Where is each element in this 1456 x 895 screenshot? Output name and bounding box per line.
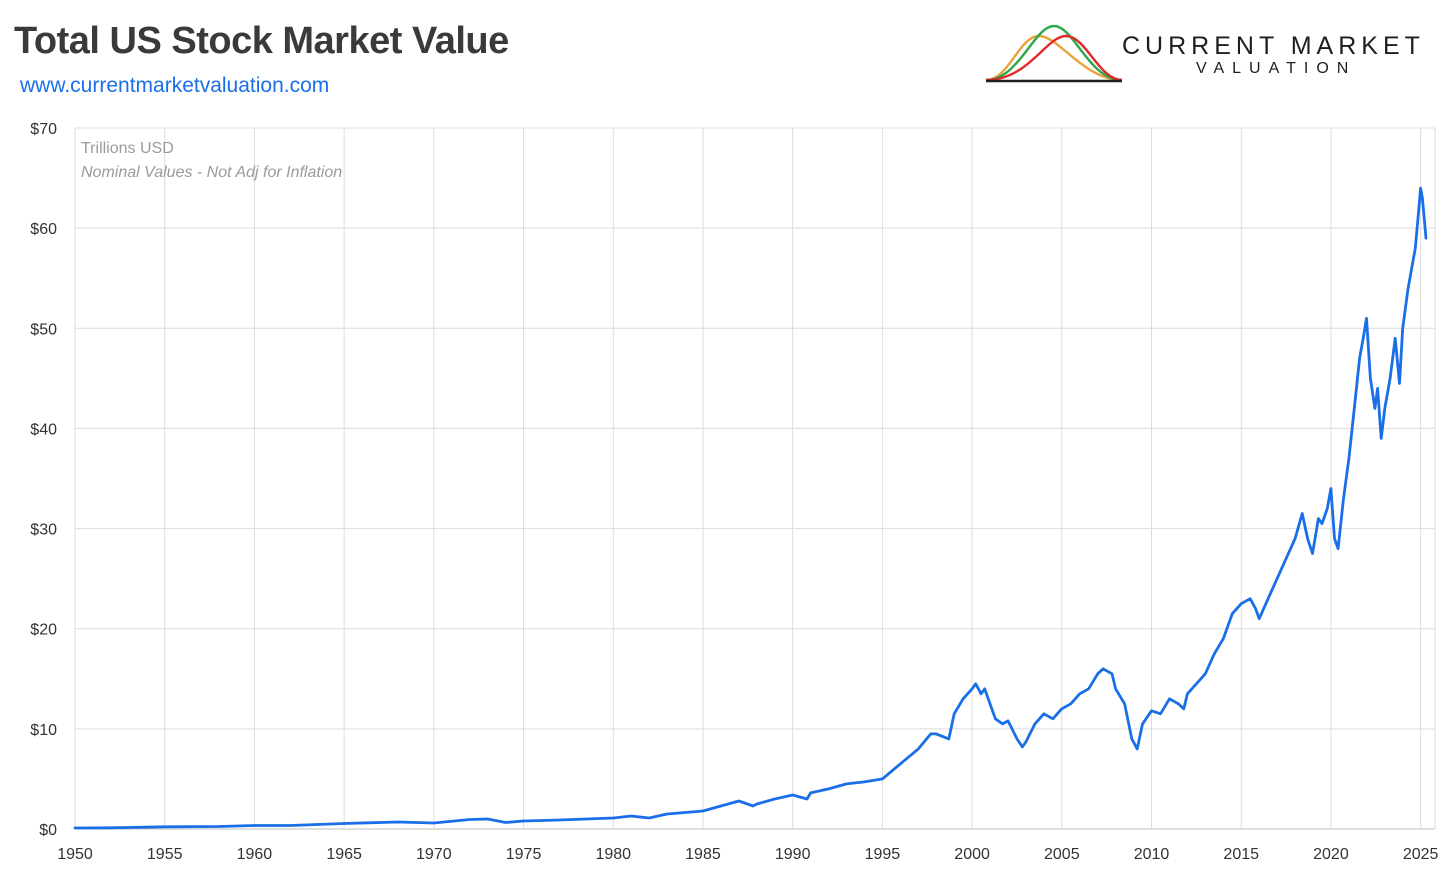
bell-curves-logo-icon xyxy=(985,24,1123,83)
x-tick-label: 1970 xyxy=(416,846,452,863)
x-tick-label: 1950 xyxy=(57,846,93,863)
x-axis-ticks: 1950 1955 1960 1965 1970 1975 1980 1985 1990 1995… xyxy=(57,846,1438,863)
logo-text-primary: CURRENT MARKET xyxy=(1122,32,1425,60)
x-tick-label: 1975 xyxy=(506,846,542,863)
x-tick-label: 2005 xyxy=(1044,846,1080,863)
y-axis-ticks: $0 $10 $20 $30 $40 $50 $60 $70 xyxy=(30,121,57,839)
x-tick-label: 2015 xyxy=(1223,846,1259,863)
logo-curve-red xyxy=(985,34,1123,82)
chart-grid xyxy=(74,127,1436,830)
y-tick-label: $10 xyxy=(30,722,57,739)
brand-logo: CURRENT MARKET VALUATION xyxy=(984,22,1444,88)
x-tick-label: 1980 xyxy=(595,846,631,863)
x-tick-label: 1965 xyxy=(326,846,362,863)
y-tick-label: $40 xyxy=(30,421,57,438)
y-axis-unit-label: Trillions USD xyxy=(81,140,174,157)
website-url[interactable]: www.currentmarketvaluation.com xyxy=(20,74,330,97)
x-tick-label: 1995 xyxy=(865,846,901,863)
series-line-total-market-value xyxy=(73,186,1428,830)
y-tick-label: $0 xyxy=(39,822,57,839)
x-tick-label: 2010 xyxy=(1134,846,1170,863)
y-tick-label: $50 xyxy=(30,321,57,338)
x-tick-label: 2020 xyxy=(1313,846,1349,863)
x-tick-label: 1955 xyxy=(147,846,183,863)
y-tick-label: $70 xyxy=(30,121,57,138)
x-tick-label: 2025 xyxy=(1403,846,1439,863)
x-tick-label: 1960 xyxy=(237,846,273,863)
x-tick-label: 1990 xyxy=(775,846,811,863)
logo-text-secondary: VALUATION xyxy=(1196,60,1357,77)
x-tick-label: 1985 xyxy=(685,846,721,863)
x-tick-label: 2000 xyxy=(954,846,990,863)
y-tick-label: $30 xyxy=(30,522,57,539)
logo-curve-green xyxy=(985,24,1123,82)
inflation-note: Nominal Values - Not Adj for Inflation xyxy=(81,164,342,181)
y-tick-label: $20 xyxy=(30,622,57,639)
page-title: Total US Stock Market Value xyxy=(14,20,509,62)
y-tick-label: $60 xyxy=(30,221,57,238)
